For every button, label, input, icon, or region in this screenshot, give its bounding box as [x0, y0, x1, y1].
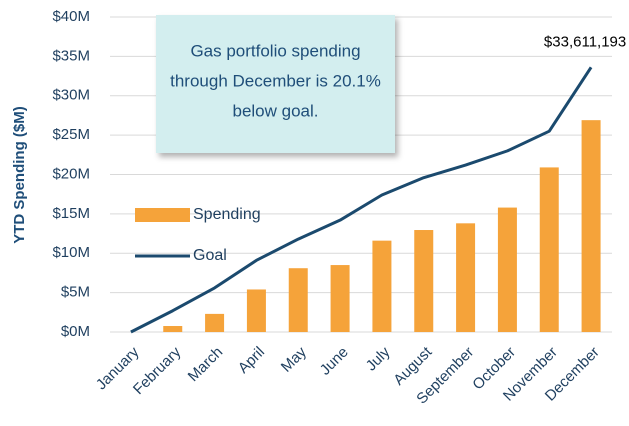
- y-tick-label: $5M: [61, 284, 90, 301]
- annotation-box: [156, 15, 395, 153]
- x-tick-label: April: [235, 344, 268, 377]
- bar: [205, 313, 225, 332]
- y-tick-label: $40M: [52, 8, 90, 25]
- legend-label: Goal: [193, 247, 227, 264]
- bar: [330, 265, 350, 332]
- annotation-text: below goal.: [232, 101, 318, 120]
- y-tick-label: $0M: [61, 323, 90, 340]
- data-label: $33,611,193: [544, 33, 626, 50]
- y-tick-label: $30M: [52, 87, 90, 104]
- x-tick-label: June: [317, 344, 352, 379]
- x-tick-label: March: [185, 344, 226, 385]
- bar: [288, 268, 308, 332]
- annotation-text: Gas portfolio spending: [190, 41, 360, 60]
- legend-swatch: [135, 208, 190, 222]
- x-tick-label: July: [363, 343, 394, 374]
- legend-label: Spending: [193, 206, 261, 223]
- y-tick-label: $25M: [52, 126, 90, 143]
- bar: [372, 240, 392, 332]
- annotation-text: through December is 20.1%: [170, 71, 381, 90]
- y-tick-label: $35M: [52, 47, 90, 64]
- bar: [246, 289, 266, 332]
- goal-line: [130, 66, 593, 334]
- y-tick-label: $15M: [52, 205, 90, 222]
- bar: [456, 223, 476, 332]
- y-tick-label: $20M: [52, 165, 90, 182]
- bar: [497, 207, 517, 332]
- y-tick-label: $10M: [52, 244, 90, 261]
- x-tick-label: May: [278, 343, 310, 375]
- bar: [581, 120, 601, 332]
- bar: [539, 167, 559, 332]
- bar: [163, 326, 183, 332]
- y-axis-label: YTD Spending ($M): [11, 106, 28, 244]
- bar: [414, 230, 434, 332]
